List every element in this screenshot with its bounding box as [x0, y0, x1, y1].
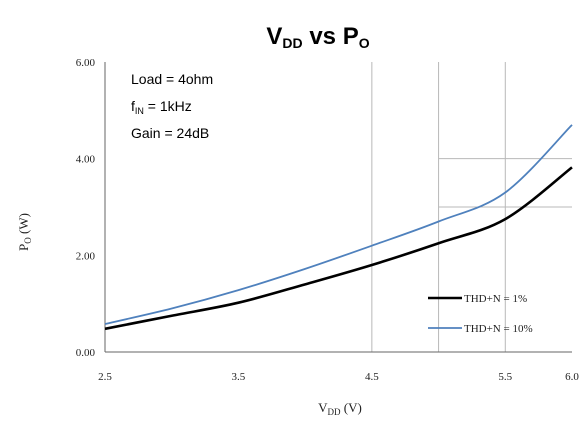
y-tick-label: 4.00	[76, 154, 96, 166]
y-axis-label: PO (W)	[16, 213, 33, 251]
series	[104, 124, 573, 331]
axes	[104, 62, 572, 353]
x-tick-label: 2.5	[98, 371, 112, 383]
series-line-thd-10pct	[104, 124, 573, 325]
legend-label: THD+N = 1%	[464, 293, 527, 305]
y-tick-label: 6.00	[76, 57, 96, 69]
y-tick-label: 2.00	[76, 250, 96, 262]
legend-label: THD+N = 10%	[464, 323, 533, 335]
legend: THD+N = 1% THD+N = 10%	[428, 293, 533, 335]
x-axis-label: VDD (V)	[318, 400, 362, 417]
annotation-block: Load = 4ohm fIN = 1kHz Gain = 24dB	[131, 71, 213, 141]
x-tick-label: 3.5	[232, 371, 246, 383]
x-tick-label: 6.0	[565, 371, 579, 383]
annotation-load: Load = 4ohm	[131, 71, 213, 87]
y-tick-label: 0.00	[76, 347, 96, 359]
x-tick-label: 5.5	[498, 371, 512, 383]
annotation-gain: Gain = 24dB	[131, 125, 209, 141]
chart-title: VDD vs PO	[266, 23, 369, 51]
annotation-frequency: fIN = 1kHz	[131, 98, 192, 116]
x-tick-label: 4.5	[365, 371, 379, 383]
tick-labels: 6.00 4.00 2.00 0.002.5 3.5 4.5 5.5 6.0	[76, 57, 580, 383]
series-line-thd-1pct	[104, 166, 573, 331]
grid	[371, 62, 572, 352]
